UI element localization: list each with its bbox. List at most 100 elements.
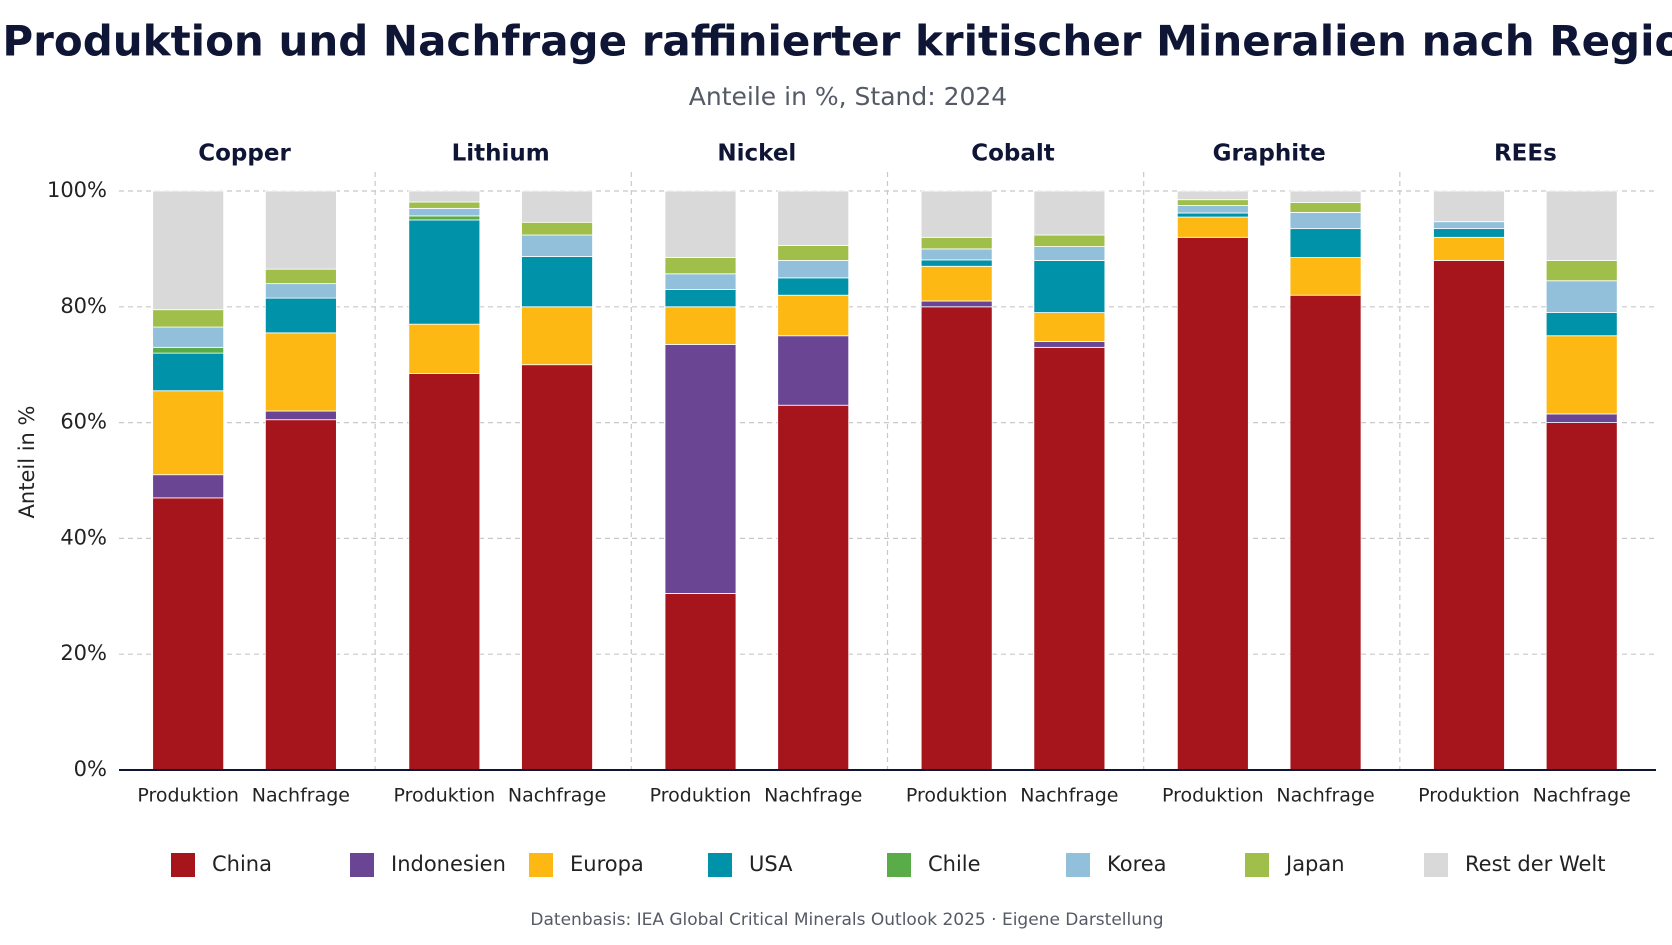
bar-segment — [521, 364, 593, 771]
bar-segment — [1033, 346, 1106, 771]
legend-label: Chile — [928, 852, 981, 876]
bar-segment — [1433, 221, 1505, 230]
bar-segment — [664, 289, 737, 308]
bar-segment — [408, 201, 481, 209]
legend-swatch — [529, 853, 553, 877]
bar-segment — [408, 215, 481, 221]
bar-segment — [1433, 228, 1505, 238]
legend-label: Europa — [570, 852, 644, 876]
x-tick-label: Produktion — [1162, 785, 1264, 807]
chart-subtitle: Anteile in %, Stand: 2024 — [689, 82, 1007, 111]
legend-swatch — [171, 853, 195, 877]
bar-segment — [777, 335, 850, 406]
bar-segment — [920, 306, 993, 771]
group-title: Lithium — [452, 141, 550, 167]
bar-segment — [777, 260, 850, 279]
legend-label: Japan — [1284, 852, 1345, 876]
group-title: REEs — [1494, 141, 1557, 167]
legend-swatch — [350, 853, 374, 877]
bar-segment — [521, 234, 593, 257]
bar-segment — [664, 593, 737, 771]
bar-segment — [920, 190, 993, 238]
bar-segment — [1545, 312, 1618, 337]
legend-swatch — [1245, 853, 1269, 877]
bar-segment — [152, 309, 225, 328]
y-tick-label: 20% — [60, 641, 107, 665]
x-tick-label: Nachfrage — [1533, 785, 1631, 807]
bar-segment — [264, 283, 337, 299]
y-tick-label: 40% — [60, 525, 107, 549]
bar-segment — [1033, 312, 1106, 342]
x-tick-label: Nachfrage — [508, 785, 606, 807]
x-tick-label: Produktion — [906, 785, 1008, 807]
bar-segment — [1545, 190, 1618, 261]
legend-swatch — [1066, 853, 1090, 877]
bar-segment — [920, 236, 993, 250]
bar-segment — [1176, 236, 1249, 771]
x-tick-label: Nachfrage — [1020, 785, 1118, 807]
bar-segment — [1289, 257, 1362, 296]
x-tick-label: Produktion — [1418, 785, 1520, 807]
bar-segment — [408, 323, 481, 374]
bar-segment — [920, 265, 993, 302]
bar-segment — [664, 190, 737, 258]
x-tick-label: Produktion — [394, 785, 496, 807]
bar-segment — [920, 248, 993, 261]
footer: Datenbasis: IEA Global Critical Minerals… — [530, 910, 1163, 930]
bar-segment — [777, 404, 850, 771]
bar-segment — [264, 419, 337, 771]
bar-segment — [152, 326, 225, 348]
bar-segment — [521, 306, 593, 366]
group-title: Copper — [198, 141, 291, 167]
bar-segment — [1176, 216, 1249, 238]
bar-segment — [1176, 205, 1249, 214]
bar-segment — [152, 497, 225, 771]
bar-segment — [264, 190, 337, 270]
bar-segment — [1289, 202, 1362, 213]
bar-segment — [1289, 294, 1362, 771]
bar-segment — [1033, 234, 1106, 247]
bar-segment — [408, 372, 481, 771]
legend-label: Indonesien — [391, 852, 506, 876]
x-tick-label: Produktion — [137, 785, 239, 807]
legend-label: USA — [749, 852, 793, 876]
bar-segment — [264, 410, 337, 421]
bar-segment — [1176, 199, 1249, 206]
y-tick-label: 60% — [60, 410, 107, 434]
bar-segment — [664, 344, 737, 594]
bar-segment — [1433, 260, 1505, 771]
bar-segment — [1545, 280, 1618, 313]
bar-segment — [1289, 212, 1362, 230]
bar-segment — [152, 352, 225, 392]
bar-segment — [152, 474, 225, 499]
legend-swatch — [708, 853, 732, 877]
bar-segment — [1433, 190, 1505, 223]
bar-segment — [1289, 190, 1362, 203]
y-tick-label: 80% — [60, 294, 107, 318]
bar-segment — [664, 306, 737, 345]
bar-segment — [264, 332, 337, 412]
y-tick-label: 100% — [47, 178, 107, 202]
bar-segment — [1545, 335, 1618, 415]
bar-segment — [1033, 190, 1106, 236]
bar-segment — [408, 207, 481, 217]
bar-segment — [264, 268, 337, 285]
bar-segment — [1289, 228, 1362, 258]
x-tick-label: Nachfrage — [252, 785, 350, 807]
bar-segment — [1033, 341, 1106, 348]
bar-segment — [664, 273, 737, 290]
bar-segment — [920, 300, 993, 308]
bar-segment — [1545, 260, 1618, 282]
bar-segment — [664, 257, 737, 275]
group-title: Nickel — [717, 141, 796, 167]
bar-segment — [777, 190, 850, 246]
bar-segment — [777, 294, 850, 337]
bar-segment — [1433, 236, 1505, 261]
bar-segment — [777, 245, 850, 261]
bar-segment — [264, 297, 337, 334]
group-title: Cobalt — [971, 141, 1055, 167]
x-tick-label: Nachfrage — [764, 785, 862, 807]
bar-segment — [152, 190, 225, 311]
y-axis-label: Anteil in % — [15, 406, 39, 519]
